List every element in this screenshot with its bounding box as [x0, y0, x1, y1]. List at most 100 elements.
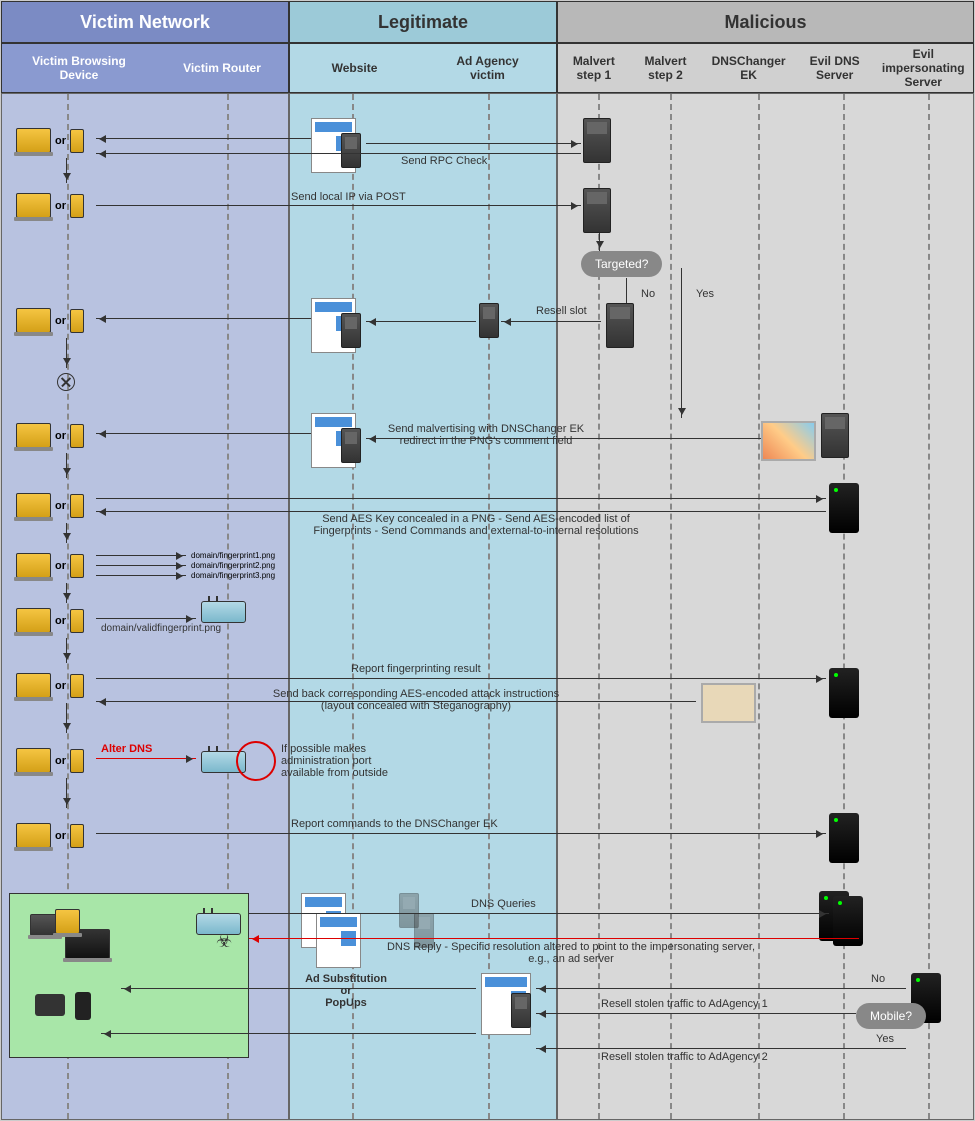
sub-vn: Victim Browsing Device Victim Router	[1, 43, 289, 93]
va-7	[66, 638, 67, 663]
lbl-no: No	[641, 288, 655, 300]
va-8	[66, 703, 67, 733]
red-circle	[236, 741, 276, 781]
laptop-icon	[16, 748, 51, 773]
decision-targeted: Targeted?	[581, 251, 662, 277]
evildns-2	[829, 668, 859, 718]
dnschanger-diagram: Victim Network Legitimate Malicious Vict…	[0, 0, 975, 1121]
phone-icon	[70, 824, 84, 848]
phone-icon	[70, 554, 84, 578]
lbl-localip: Send local IP via POST	[291, 191, 406, 203]
lbl-fp3: domain/fingerprint3.png	[191, 571, 275, 580]
or-text: or	[55, 755, 66, 767]
laptop-icon	[16, 823, 51, 848]
laptop-icon	[16, 128, 51, 153]
phone-icon	[70, 424, 84, 448]
arrow-rpc-2	[366, 143, 581, 144]
or-text: or	[55, 830, 66, 842]
arrow-adsub-1	[121, 988, 476, 989]
arrow-fp2	[96, 565, 186, 566]
sub-m2: Malvert step 2	[630, 54, 702, 82]
arrow-mal-1	[96, 433, 311, 434]
va-1	[66, 158, 67, 183]
sub-dns: DNSChanger EK	[701, 54, 796, 82]
arrow-fp3	[96, 575, 186, 576]
laptop-icon	[16, 553, 51, 578]
lifeline-evdns	[843, 94, 845, 1119]
arrow-resell-3	[501, 321, 601, 322]
or-text: or	[55, 315, 66, 327]
lbl-fp2: domain/fingerprint2.png	[191, 561, 275, 570]
laptop-icon	[16, 608, 51, 633]
device-7: or	[16, 608, 84, 633]
arrow-rpc-3	[96, 153, 581, 154]
evildns-3	[829, 813, 859, 863]
laptop-icon	[16, 308, 51, 333]
sub-vr: Victim Router	[156, 61, 288, 75]
arrow-dnsreply	[249, 938, 859, 939]
va-6	[66, 583, 67, 603]
tablet-icon	[35, 994, 65, 1016]
lbl-validfp: domain/validfingerprint.png	[101, 623, 221, 634]
device-3: or	[16, 308, 84, 333]
lbl-attack: Send back corresponding AES-encoded atta…	[241, 688, 591, 712]
laptop-icon	[16, 493, 51, 518]
sub-ad: Ad Agency victim	[419, 54, 556, 82]
header-row: Victim Network Legitimate Malicious	[1, 1, 974, 43]
decision-mobile: Mobile?	[856, 1003, 926, 1029]
arrow-reportcmd	[96, 833, 826, 834]
va-9	[66, 778, 67, 808]
device-1: or	[16, 128, 84, 153]
phone-dark-icon	[75, 992, 91, 1020]
arrow-adsub-2	[101, 1033, 476, 1034]
evildns-1	[829, 483, 859, 533]
server-m1-2	[583, 188, 611, 233]
arrow-resell-2	[366, 321, 476, 322]
sub-evdns: Evil DNS Server	[796, 54, 874, 82]
lbl-reportcmd: Report commands to the DNSChanger EK	[291, 818, 498, 830]
webserver-3	[341, 428, 361, 463]
lbl-dnsreply: DNS Reply - Specific resolution altered …	[331, 941, 811, 965]
va-5	[66, 523, 67, 543]
lbl-resell: Resell slot	[536, 305, 587, 317]
impersonate-server	[511, 993, 531, 1028]
lbl-resell2: Resell stolen traffic to AdAgency 2	[601, 1051, 768, 1063]
device-10: or	[16, 823, 84, 848]
phone-icon	[70, 494, 84, 518]
va-yes	[681, 268, 682, 418]
or-text: or	[55, 200, 66, 212]
arrow-dnsq	[249, 913, 829, 914]
or-text: or	[55, 560, 66, 572]
lbl-alter: Alter DNS	[101, 743, 152, 755]
sub-m1: Malvert step 1	[558, 54, 630, 82]
sub-evimp: Evil impersonating Server	[873, 47, 973, 89]
lbl-adsub: Ad Substitution or PopUps	[291, 973, 401, 1009]
arrow-localip	[96, 205, 581, 206]
hdr-victim-network: Victim Network	[1, 1, 289, 43]
sub-vbd: Victim Browsing Device	[2, 54, 156, 82]
lbl-admin: If possible makes administration port av…	[281, 743, 411, 779]
lifeline-m2	[670, 94, 672, 1119]
lbl-resell1: Resell stolen traffic to AdAgency 1	[601, 998, 768, 1010]
lbl-malvert: Send malvertising with DNSChanger EK red…	[371, 423, 601, 447]
lbl-fp1: domain/fingerprint1.png	[191, 551, 275, 560]
lifeline-dns	[758, 94, 760, 1119]
laptop-icon	[16, 423, 51, 448]
hdr-legitimate: Legitimate	[289, 1, 557, 43]
or-text: or	[55, 500, 66, 512]
sub-header-row: Victim Browsing Device Victim Router Web…	[1, 43, 974, 93]
server-dns-1	[821, 413, 849, 458]
arrow-resell2	[536, 1048, 906, 1049]
lifeline-evimp	[928, 94, 930, 1119]
lbl-yes: Yes	[696, 288, 714, 300]
malvert-img	[761, 421, 816, 461]
lifeline-ad	[488, 94, 490, 1119]
arrow-resell-1	[96, 318, 311, 319]
phone-icon	[70, 609, 84, 633]
lbl-yes-2: Yes	[876, 1033, 894, 1045]
stego-img	[701, 683, 756, 723]
phone-icon	[70, 194, 84, 218]
arrow-fp1	[96, 555, 186, 556]
col-malicious	[557, 93, 974, 1120]
arrow-aes-1	[96, 498, 826, 499]
